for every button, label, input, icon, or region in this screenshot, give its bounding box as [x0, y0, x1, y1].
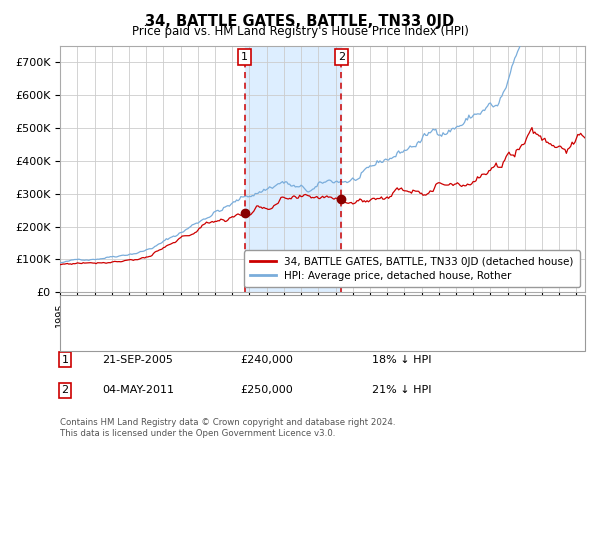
Text: ———: ——— — [69, 301, 106, 314]
Text: 1: 1 — [62, 354, 68, 365]
Text: ———: ——— — [69, 323, 106, 337]
Text: £250,000: £250,000 — [240, 385, 293, 395]
Text: Price paid vs. HM Land Registry's House Price Index (HPI): Price paid vs. HM Land Registry's House … — [131, 25, 469, 38]
Text: 2: 2 — [61, 385, 68, 395]
Text: 18% ↓ HPI: 18% ↓ HPI — [372, 354, 432, 365]
Text: 21% ↓ HPI: 21% ↓ HPI — [372, 385, 432, 395]
Bar — [245, 46, 341, 292]
Text: 34, BATTLE GATES, BATTLE, TN33 0JD: 34, BATTLE GATES, BATTLE, TN33 0JD — [145, 14, 455, 29]
Text: 34, BATTLE GATES, BATTLE, TN33 0JD (detached house): 34, BATTLE GATES, BATTLE, TN33 0JD (deta… — [99, 302, 389, 312]
Text: HPI: Average price, detached house, Rother: HPI: Average price, detached house, Roth… — [99, 325, 326, 335]
Text: 1: 1 — [241, 52, 248, 62]
Text: 04-MAY-2011: 04-MAY-2011 — [102, 385, 174, 395]
Text: Contains HM Land Registry data © Crown copyright and database right 2024.
This d: Contains HM Land Registry data © Crown c… — [60, 418, 396, 438]
Text: 21-SEP-2005: 21-SEP-2005 — [102, 354, 173, 365]
Legend: 34, BATTLE GATES, BATTLE, TN33 0JD (detached house), HPI: Average price, detache: 34, BATTLE GATES, BATTLE, TN33 0JD (deta… — [244, 250, 580, 287]
Text: £240,000: £240,000 — [240, 354, 293, 365]
Text: 2: 2 — [338, 52, 345, 62]
